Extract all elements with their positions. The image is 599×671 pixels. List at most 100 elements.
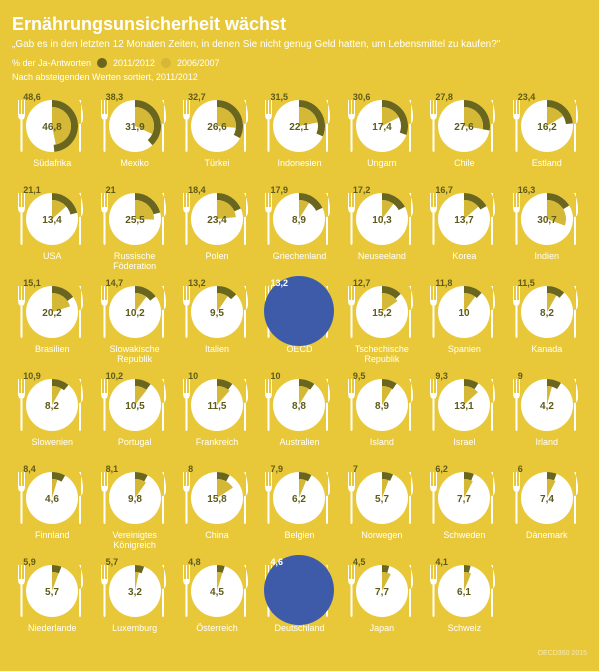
plate-icon: 8,9 <box>343 373 421 435</box>
value-2011: 7,9 <box>270 464 283 474</box>
value-2011: 30,6 <box>353 92 371 102</box>
country-label: Ungarn <box>367 159 397 179</box>
value-2006: 8,9 <box>293 215 307 226</box>
value-2011: 15,1 <box>23 278 41 288</box>
value-2006: 8,2 <box>45 401 59 412</box>
value-2011: 6 <box>518 464 523 474</box>
plate-wrap: 5,73,2 <box>96 559 174 621</box>
country-label: Belgien <box>284 531 314 551</box>
country-label: Finnland <box>35 531 70 551</box>
plate-wrap: 815,8 <box>178 466 256 528</box>
country-label: Estland <box>532 159 562 179</box>
value-2011: 31,5 <box>270 92 288 102</box>
plate-icon: 10,5 <box>96 373 174 435</box>
plate-cell: 17,98,9Griechenland <box>259 185 339 272</box>
value-2011: 27,8 <box>435 92 453 102</box>
value-2006: 27,6 <box>455 122 475 133</box>
plate-icon: 15,2 <box>343 280 421 342</box>
country-label: Südafrika <box>33 159 71 179</box>
legend: % der Ja-Antworten 2011/2012 2006/2007 <box>12 58 587 68</box>
plate-wrap: 2125,5 <box>96 187 174 249</box>
plate-icon: 10,2 <box>96 280 174 342</box>
plate-wrap: 6,27,7 <box>425 466 503 528</box>
value-2006: 20,2 <box>42 308 62 319</box>
value-2006: 22,1 <box>290 122 310 133</box>
plate-cell: 4,57,7Japan <box>342 557 422 644</box>
plate-wrap: 14,710,2 <box>96 280 174 342</box>
country-label: Russische Föderation <box>94 252 174 272</box>
plate-icon: 30,7 <box>508 187 586 249</box>
value-2006: 23,4 <box>207 215 227 226</box>
country-label: Slowenien <box>31 438 73 458</box>
value-2006: 4,6 <box>45 494 59 505</box>
value-2006: 31,9 <box>125 122 145 133</box>
plate-cell: 13,211,2OECD <box>259 278 339 365</box>
country-label: Island <box>370 438 394 458</box>
plate-cell: 16,713,7Korea <box>424 185 504 272</box>
plate-wrap: 9,313,1 <box>425 373 503 435</box>
plate-cell: 38,331,9 Mexiko <box>94 92 174 179</box>
country-label: China <box>205 531 229 551</box>
plate-wrap: 17,9 8,9 <box>260 187 338 249</box>
plate-icon: 9,8 <box>96 466 174 528</box>
plate-cell: 10,210,5Portugal <box>94 371 174 458</box>
value-2011: 4,8 <box>188 557 201 567</box>
plate-icon: 10 <box>425 280 503 342</box>
plate-icon: 20,2 <box>13 280 91 342</box>
country-label: Frankreich <box>196 438 239 458</box>
plate-cell: 7,9 6,2 Belgien <box>259 464 339 551</box>
value-2011: 18,4 <box>188 185 206 195</box>
value-2006: 7,4 <box>540 494 554 505</box>
country-label: Norwegen <box>361 531 402 551</box>
plate-icon: 4,5 <box>178 559 256 621</box>
plate-wrap: 30,617,4 <box>343 94 421 156</box>
value-2006: 10,2 <box>125 308 145 319</box>
plate-cell: 5,73,2Luxemburg <box>94 557 174 644</box>
plate-icon: 3,2 <box>96 559 174 621</box>
value-2011: 13,2 <box>270 278 288 288</box>
value-2006: 3,2 <box>128 587 142 598</box>
value-2011: 17,9 <box>270 185 288 195</box>
plate-icon: 17,4 <box>343 94 421 156</box>
plate-icon: 25,5 <box>96 187 174 249</box>
plate-wrap: 8,19,8 <box>96 466 174 528</box>
value-2011: 11,8 <box>435 278 452 288</box>
plate-icon: 13,7 <box>425 187 503 249</box>
plate-cell: 815,8 China <box>177 464 257 551</box>
value-2006: 8,9 <box>375 401 389 412</box>
plate-cell: 6,27,7Schweden <box>424 464 504 551</box>
plate-wrap: 75,7 <box>343 466 421 528</box>
plate-cell: 108,8Australien <box>259 371 339 458</box>
country-label: Türkei <box>205 159 230 179</box>
plate-cell: 1011,5Frankreich <box>177 371 257 458</box>
value-2011: 21 <box>106 185 116 195</box>
value-2011: 17,2 <box>353 185 371 195</box>
plate-icon: 8,2 <box>13 373 91 435</box>
plate-cell: 17,210,3Neuseeland <box>342 185 422 272</box>
value-2006: 46,8 <box>42 122 62 133</box>
plate-icon: 7,4 <box>508 466 586 528</box>
country-label: Vereinigtes Königreich <box>94 531 174 551</box>
plate-icon: 5,7 <box>343 466 421 528</box>
plate-wrap: 27,8 27,6 <box>425 94 503 156</box>
plate-icon: 15,8 <box>178 466 256 528</box>
value-2006: 6,1 <box>457 587 471 598</box>
country-label: Korea <box>452 252 476 272</box>
value-2006: 6,2 <box>293 494 307 505</box>
plate-cell: 27,827,6Chile <box>424 92 504 179</box>
plate-cell: 21,113,4USA <box>12 185 92 272</box>
plate-wrap: 13,211,2 <box>260 280 338 342</box>
plate-cell: 75,7 Norwegen <box>342 464 422 551</box>
plate-cell: 32,726,6Türkei <box>177 92 257 179</box>
plate-cell: 67,4Dänemark <box>507 464 587 551</box>
plate-icon: 13,4 <box>13 187 91 249</box>
plate-wrap: 38,331,9 <box>96 94 174 156</box>
value-2011: 9,3 <box>435 371 448 381</box>
legend-dot-dark <box>97 58 107 68</box>
plate-cell: 4,84,5Österreich <box>177 557 257 644</box>
value-2006: 8,8 <box>293 401 307 412</box>
country-label: Mexiko <box>120 159 149 179</box>
value-2006: 7,7 <box>457 494 471 505</box>
plate-icon: 5,7 <box>13 559 91 621</box>
value-2011: 5,9 <box>23 557 36 567</box>
